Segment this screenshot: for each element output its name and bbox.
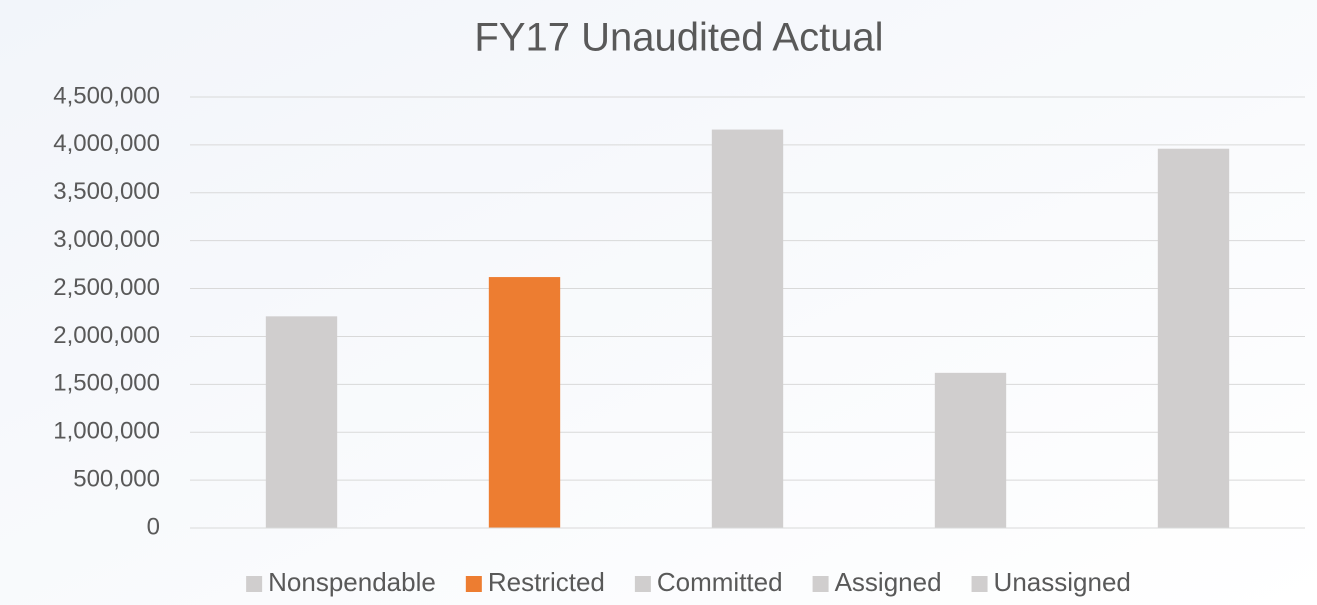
y-tick-label: 1,500,000	[53, 370, 160, 397]
y-tick-label: 3,500,000	[53, 178, 160, 205]
y-tick-label: 0	[147, 513, 160, 540]
legend-label: Assigned	[835, 567, 942, 597]
legend-label: Nonspendable	[268, 567, 436, 597]
y-tick-label: 4,500,000	[53, 82, 160, 109]
legend-swatch	[465, 576, 482, 592]
bar	[265, 316, 338, 528]
legend-swatch	[246, 576, 263, 592]
y-tick-label: 1,000,000	[53, 418, 160, 445]
legend-label: Unassigned	[994, 567, 1131, 597]
y-tick-label: 2,500,000	[53, 274, 160, 301]
chart-title: FY17 Unaudited Actual	[474, 16, 883, 60]
legend-label: Restricted	[488, 567, 605, 597]
y-tick-label: 500,000	[73, 465, 160, 492]
y-tick-label: 3,000,000	[53, 226, 160, 253]
bar	[488, 277, 561, 528]
legend-swatch	[634, 576, 651, 592]
legend-swatch	[812, 576, 829, 592]
bar	[934, 372, 1007, 528]
legend-label: Committed	[657, 567, 783, 597]
y-tick-label: 4,000,000	[53, 130, 160, 157]
legend-swatch	[971, 576, 988, 592]
y-tick-label: 2,000,000	[53, 322, 160, 349]
bar	[1157, 148, 1230, 528]
bar	[711, 129, 784, 528]
